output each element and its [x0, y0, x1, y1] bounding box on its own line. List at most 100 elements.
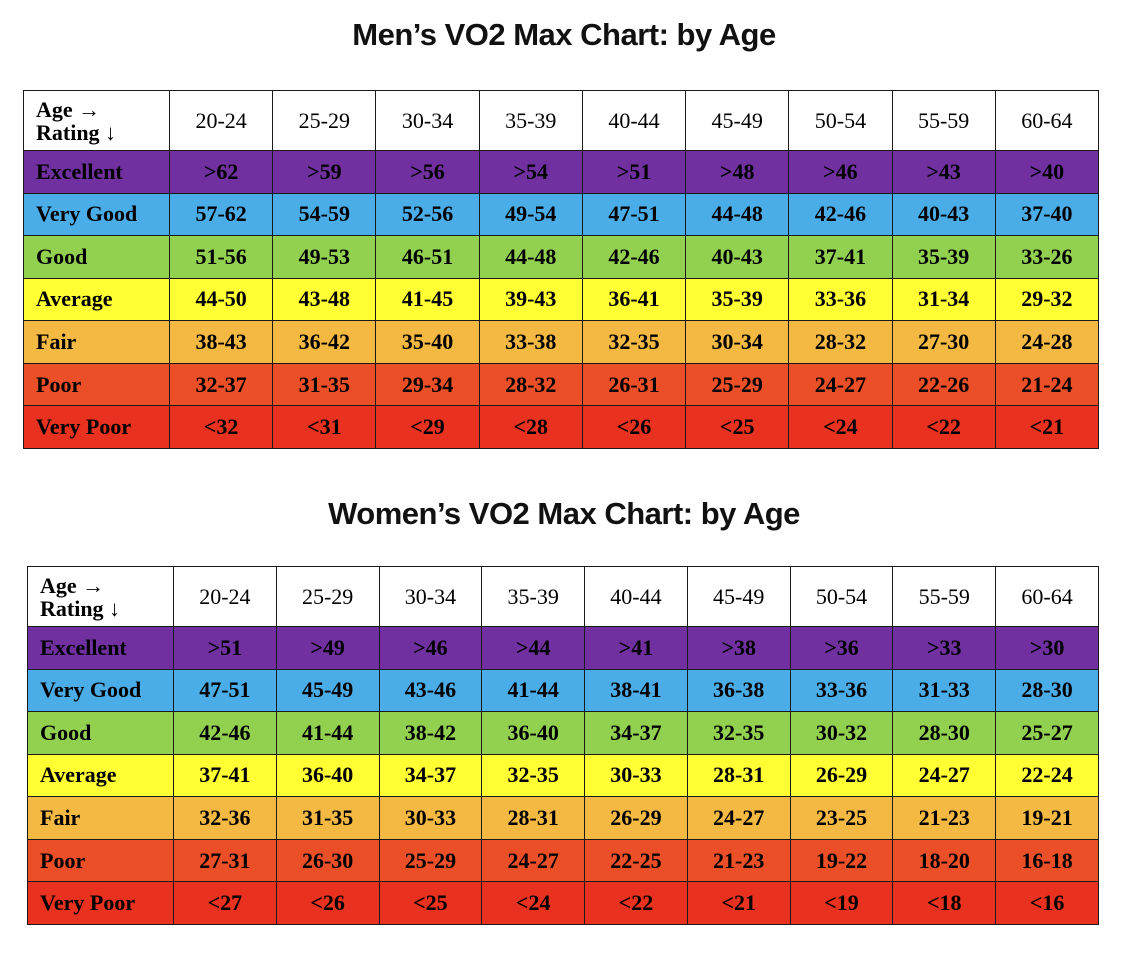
age-column-header: 50-54 — [789, 566, 894, 627]
vo2-value-cell: 44-48 — [478, 235, 583, 279]
vo2-value-cell: <26 — [275, 881, 380, 925]
vo2-value-cell: 31-35 — [275, 796, 380, 840]
vo2-value-cell: >62 — [168, 150, 274, 194]
vo2-value-cell: 21-24 — [994, 362, 1100, 407]
vo2-value-cell: <28 — [478, 405, 583, 449]
vo2-value-cell: 49-53 — [272, 235, 377, 279]
vo2-value-cell: 32-37 — [168, 362, 274, 407]
vo2-value-cell: 24-27 — [788, 362, 893, 407]
vo2-value-cell: 19-21 — [995, 796, 1099, 840]
age-column-header: 60-64 — [994, 90, 1100, 151]
vo2-value-cell: 21-23 — [892, 796, 997, 840]
vo2-value-cell: 32-35 — [481, 753, 586, 798]
vo2-value-cell: 30-34 — [685, 320, 790, 364]
vo2-value-cell: 19-22 — [789, 838, 894, 883]
vo2-value-cell: 34-37 — [378, 753, 483, 798]
vo2-value-cell: <31 — [272, 405, 377, 449]
table-row: Very Good 47-51 45-49 43-46 41-44 38-41 36-38 3… — [27, 668, 1099, 713]
vo2-value-cell: 24-27 — [892, 753, 997, 798]
vo2-value-cell: 42-46 — [788, 192, 893, 237]
vo2-value-cell: 44-48 — [685, 192, 790, 237]
men-vo2-table: Age → Rating ↓ 20-24 25-29 30-34 35-39 40-44 45… — [23, 90, 1100, 449]
vo2-value-cell: 41-44 — [481, 668, 586, 713]
header-row: Age → Rating ↓ 20-24 25-29 30-34 35-39 40-44 45… — [27, 566, 1099, 627]
rating-label: Very Good — [23, 192, 170, 237]
vo2-value-cell: 27-31 — [173, 838, 277, 883]
vo2-value-cell: >41 — [584, 626, 688, 670]
age-column-header: 25-29 — [272, 90, 377, 151]
vo2-value-cell: 31-34 — [891, 277, 996, 322]
vo2-value-cell: 33-36 — [788, 277, 893, 322]
age-column-header: 40-44 — [581, 90, 687, 151]
vo2-value-cell: >51 — [581, 150, 687, 194]
vo2-value-cell: 29-34 — [375, 362, 480, 407]
table-row: Poor 27-31 26-30 25-29 24-27 22-25 21-23 19-22 1… — [27, 838, 1099, 883]
vo2-value-cell: >54 — [478, 150, 583, 194]
vo2-value-cell: 28-32 — [788, 320, 893, 364]
vo2-value-cell: 16-18 — [995, 838, 1099, 883]
vo2-value-cell: >49 — [275, 626, 380, 670]
rating-label: Poor — [23, 362, 170, 407]
women-vo2-table: Age → Rating ↓ 20-24 25-29 30-34 35-39 40-44 45… — [27, 566, 1099, 925]
vo2-value-cell: 40-43 — [891, 192, 996, 237]
vo2-value-cell: 33-36 — [789, 668, 894, 713]
table-row: Excellent >62 >59 >56 >54 >51 >48 >46 >43 >40 — [23, 150, 1100, 194]
rating-label: Average — [27, 753, 174, 798]
vo2-value-cell: 42-46 — [581, 235, 687, 279]
vo2-value-cell: 40-43 — [685, 235, 790, 279]
vo2-value-cell: 54-59 — [272, 192, 377, 237]
vo2-value-cell: 28-31 — [481, 796, 586, 840]
vo2-value-cell: 47-51 — [173, 668, 277, 713]
vo2-value-cell: 26-29 — [789, 753, 894, 798]
vo2-value-cell: 32-35 — [581, 320, 687, 364]
vo2-value-cell: >46 — [378, 626, 483, 670]
age-column-header: 55-59 — [891, 90, 996, 151]
vo2-value-cell: 43-46 — [378, 668, 483, 713]
vo2-value-cell: 31-33 — [892, 668, 997, 713]
men-chart-title: Men’s VO2 Max Chart: by Age — [352, 17, 776, 52]
vo2-value-cell: 24-27 — [481, 838, 586, 883]
vo2-value-cell: <21 — [994, 405, 1100, 449]
table-row: Good 51-56 49-53 46-51 44-48 42-46 40-43 37-41 3… — [23, 235, 1100, 279]
vo2-value-cell: 27-30 — [891, 320, 996, 364]
vo2-value-cell: 39-43 — [478, 277, 583, 322]
vo2-value-cell: 23-25 — [789, 796, 894, 840]
age-axis-label: Age → — [36, 96, 101, 122]
vo2-value-cell: 38-43 — [168, 320, 274, 364]
rating-label: Fair — [23, 320, 170, 364]
vo2-value-cell: 38-42 — [378, 711, 483, 755]
vo2-value-cell: 36-41 — [581, 277, 687, 322]
vo2-value-cell: >46 — [788, 150, 893, 194]
age-column-header: 25-29 — [275, 566, 380, 627]
rating-label: Average — [23, 277, 170, 322]
vo2-value-cell: <22 — [891, 405, 996, 449]
vo2-value-cell: >38 — [686, 626, 791, 670]
vo2-value-cell: 31-35 — [272, 362, 377, 407]
vo2-value-cell: 46-51 — [375, 235, 480, 279]
vo2-value-cell: <21 — [686, 881, 791, 925]
age-column-header: 35-39 — [481, 566, 586, 627]
table-row: Fair 32-36 31-35 30-33 28-31 26-29 24-27 23-25 2… — [27, 796, 1099, 840]
vo2-value-cell: 41-45 — [375, 277, 480, 322]
vo2-value-cell: 57-62 — [168, 192, 274, 237]
table-row: Average 37-41 36-40 34-37 32-35 30-33 28-31 26-… — [27, 753, 1099, 798]
age-column-header: 30-34 — [378, 566, 483, 627]
vo2-value-cell: 30-33 — [378, 796, 483, 840]
vo2-value-cell: 36-38 — [686, 668, 791, 713]
rating-label: Very Poor — [27, 881, 174, 925]
vo2-value-cell: 34-37 — [584, 711, 688, 755]
vo2-value-cell: >44 — [481, 626, 586, 670]
vo2-value-cell: 30-33 — [584, 753, 688, 798]
rating-label: Poor — [27, 838, 174, 883]
age-column-header: 50-54 — [788, 90, 893, 151]
table-row: Average 44-50 43-48 41-45 39-43 36-41 35-39 33-… — [23, 277, 1100, 322]
vo2-value-cell: <19 — [789, 881, 894, 925]
age-column-header: 55-59 — [892, 566, 997, 627]
vo2-value-cell: 30-32 — [789, 711, 894, 755]
vo2-value-cell: 51-56 — [168, 235, 274, 279]
vo2-value-cell: >30 — [995, 626, 1099, 670]
vo2-value-cell: <22 — [584, 881, 688, 925]
vo2-value-cell: 33-26 — [994, 235, 1100, 279]
age-column-header: 60-64 — [995, 566, 1099, 627]
vo2-value-cell: 26-30 — [275, 838, 380, 883]
